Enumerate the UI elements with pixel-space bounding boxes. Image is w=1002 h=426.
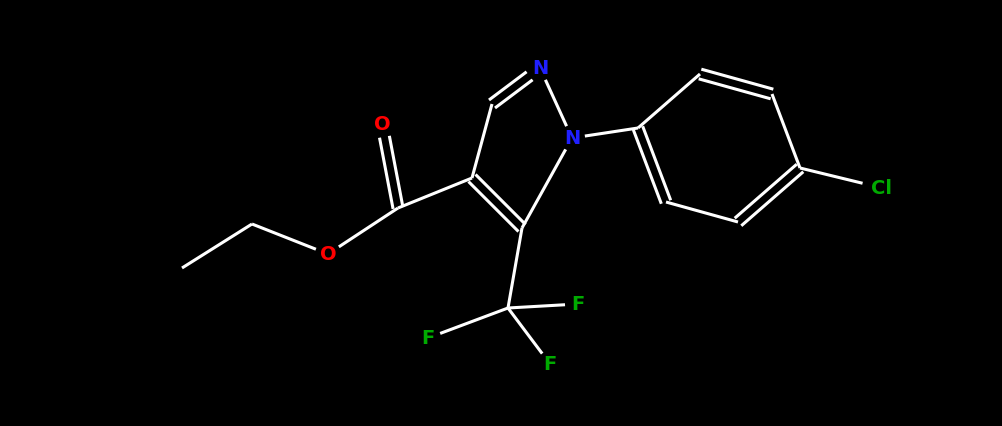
Text: F: F [571, 295, 584, 314]
Text: O: O [374, 115, 390, 134]
Text: Cl: Cl [871, 179, 892, 198]
Text: F: F [543, 355, 556, 374]
Text: N: N [531, 59, 547, 78]
Text: F: F [421, 329, 434, 348]
Text: O: O [320, 245, 336, 264]
Text: N: N [563, 129, 579, 148]
